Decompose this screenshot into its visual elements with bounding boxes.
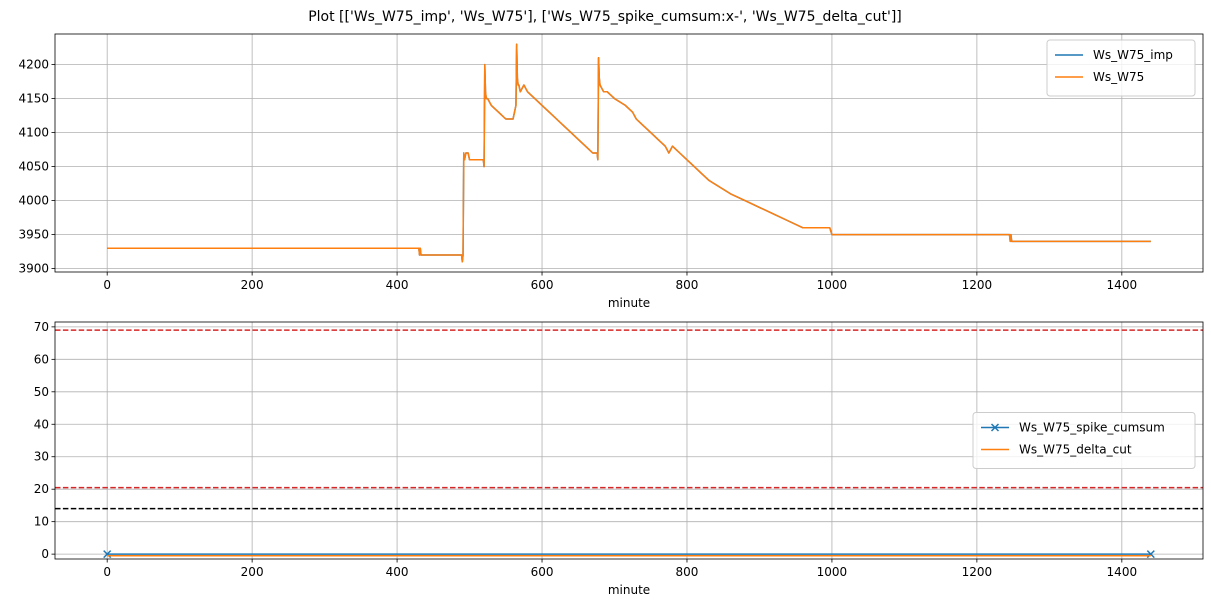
x-tick-label: 0 [103,565,111,579]
y-tick-label: 50 [34,385,49,399]
y-tick-label: 3900 [18,262,49,276]
legend-label: Ws_W75_spike_cumsum [1019,421,1165,435]
legend: Ws_W75_spike_cumsum Ws_W75_delta_cut [972,412,1196,469]
x-tick-label: 600 [531,278,554,292]
y-tick-label: 20 [34,482,49,496]
legend: Ws_W75_imp Ws_W75 [1046,39,1196,97]
x-tick-label: 800 [676,565,699,579]
y-tick-label: 40 [34,417,49,431]
plot-lines [107,43,1151,263]
x-tick-label: 400 [386,565,409,579]
y-tick-label: 30 [34,450,49,464]
x-axis-label: minute [608,583,650,597]
y-tick-label: 10 [34,515,49,529]
y-tick-label: 3950 [18,228,49,242]
legend-label: Ws_W75_imp [1093,48,1173,62]
legend-marker [990,423,1000,432]
y-tick-label: 4000 [18,194,49,208]
top-chart: 0 200 400 600 800 1000 1200 1400 3900 3950 4000 405… [18,33,1204,310]
y-tick-label: 0 [41,547,49,561]
x-axis-label: minute [608,296,650,310]
x-tick-label: 1000 [817,565,848,579]
bottom-chart: 0 200 400 600 800 1000 1200 1400 0 10 20 30 40 50 60 70… [34,320,1204,597]
legend-label: Ws_W75 [1093,70,1144,84]
x-tick-label: 800 [676,278,699,292]
axes-frame [54,321,1204,560]
x-tick-label: 1400 [1107,565,1138,579]
x-tick-label: 600 [531,565,554,579]
figure-title: Plot [['Ws_W75_imp', 'Ws_W75'], ['Ws_W75… [308,9,902,25]
legend-label: Ws_W75_delta_cut [1019,443,1132,457]
y-tick-label: 60 [34,352,49,366]
x-tick-label: 200 [241,278,264,292]
x-tick-label: 1200 [962,565,993,579]
legend-box [972,412,1196,469]
plot-lines [55,329,1203,559]
y-tick-label: 70 [34,320,49,334]
axes-frame [54,33,1204,273]
series-line [107,43,1151,263]
x-tick-label: 200 [241,565,264,579]
x-tick-label: 1400 [1107,278,1138,292]
x-tick-label: 1200 [962,278,993,292]
plot-area [55,34,1203,272]
y-tick-label: 4050 [18,160,49,174]
y-tick-label: 4100 [18,126,49,140]
y-tick-label: 4200 [18,58,49,72]
x-tick-label: 1000 [817,278,848,292]
y-tick-label: 4150 [18,92,49,106]
x-tick-label: 0 [103,278,111,292]
x-tick-label: 400 [386,278,409,292]
legend-box [1046,39,1196,97]
